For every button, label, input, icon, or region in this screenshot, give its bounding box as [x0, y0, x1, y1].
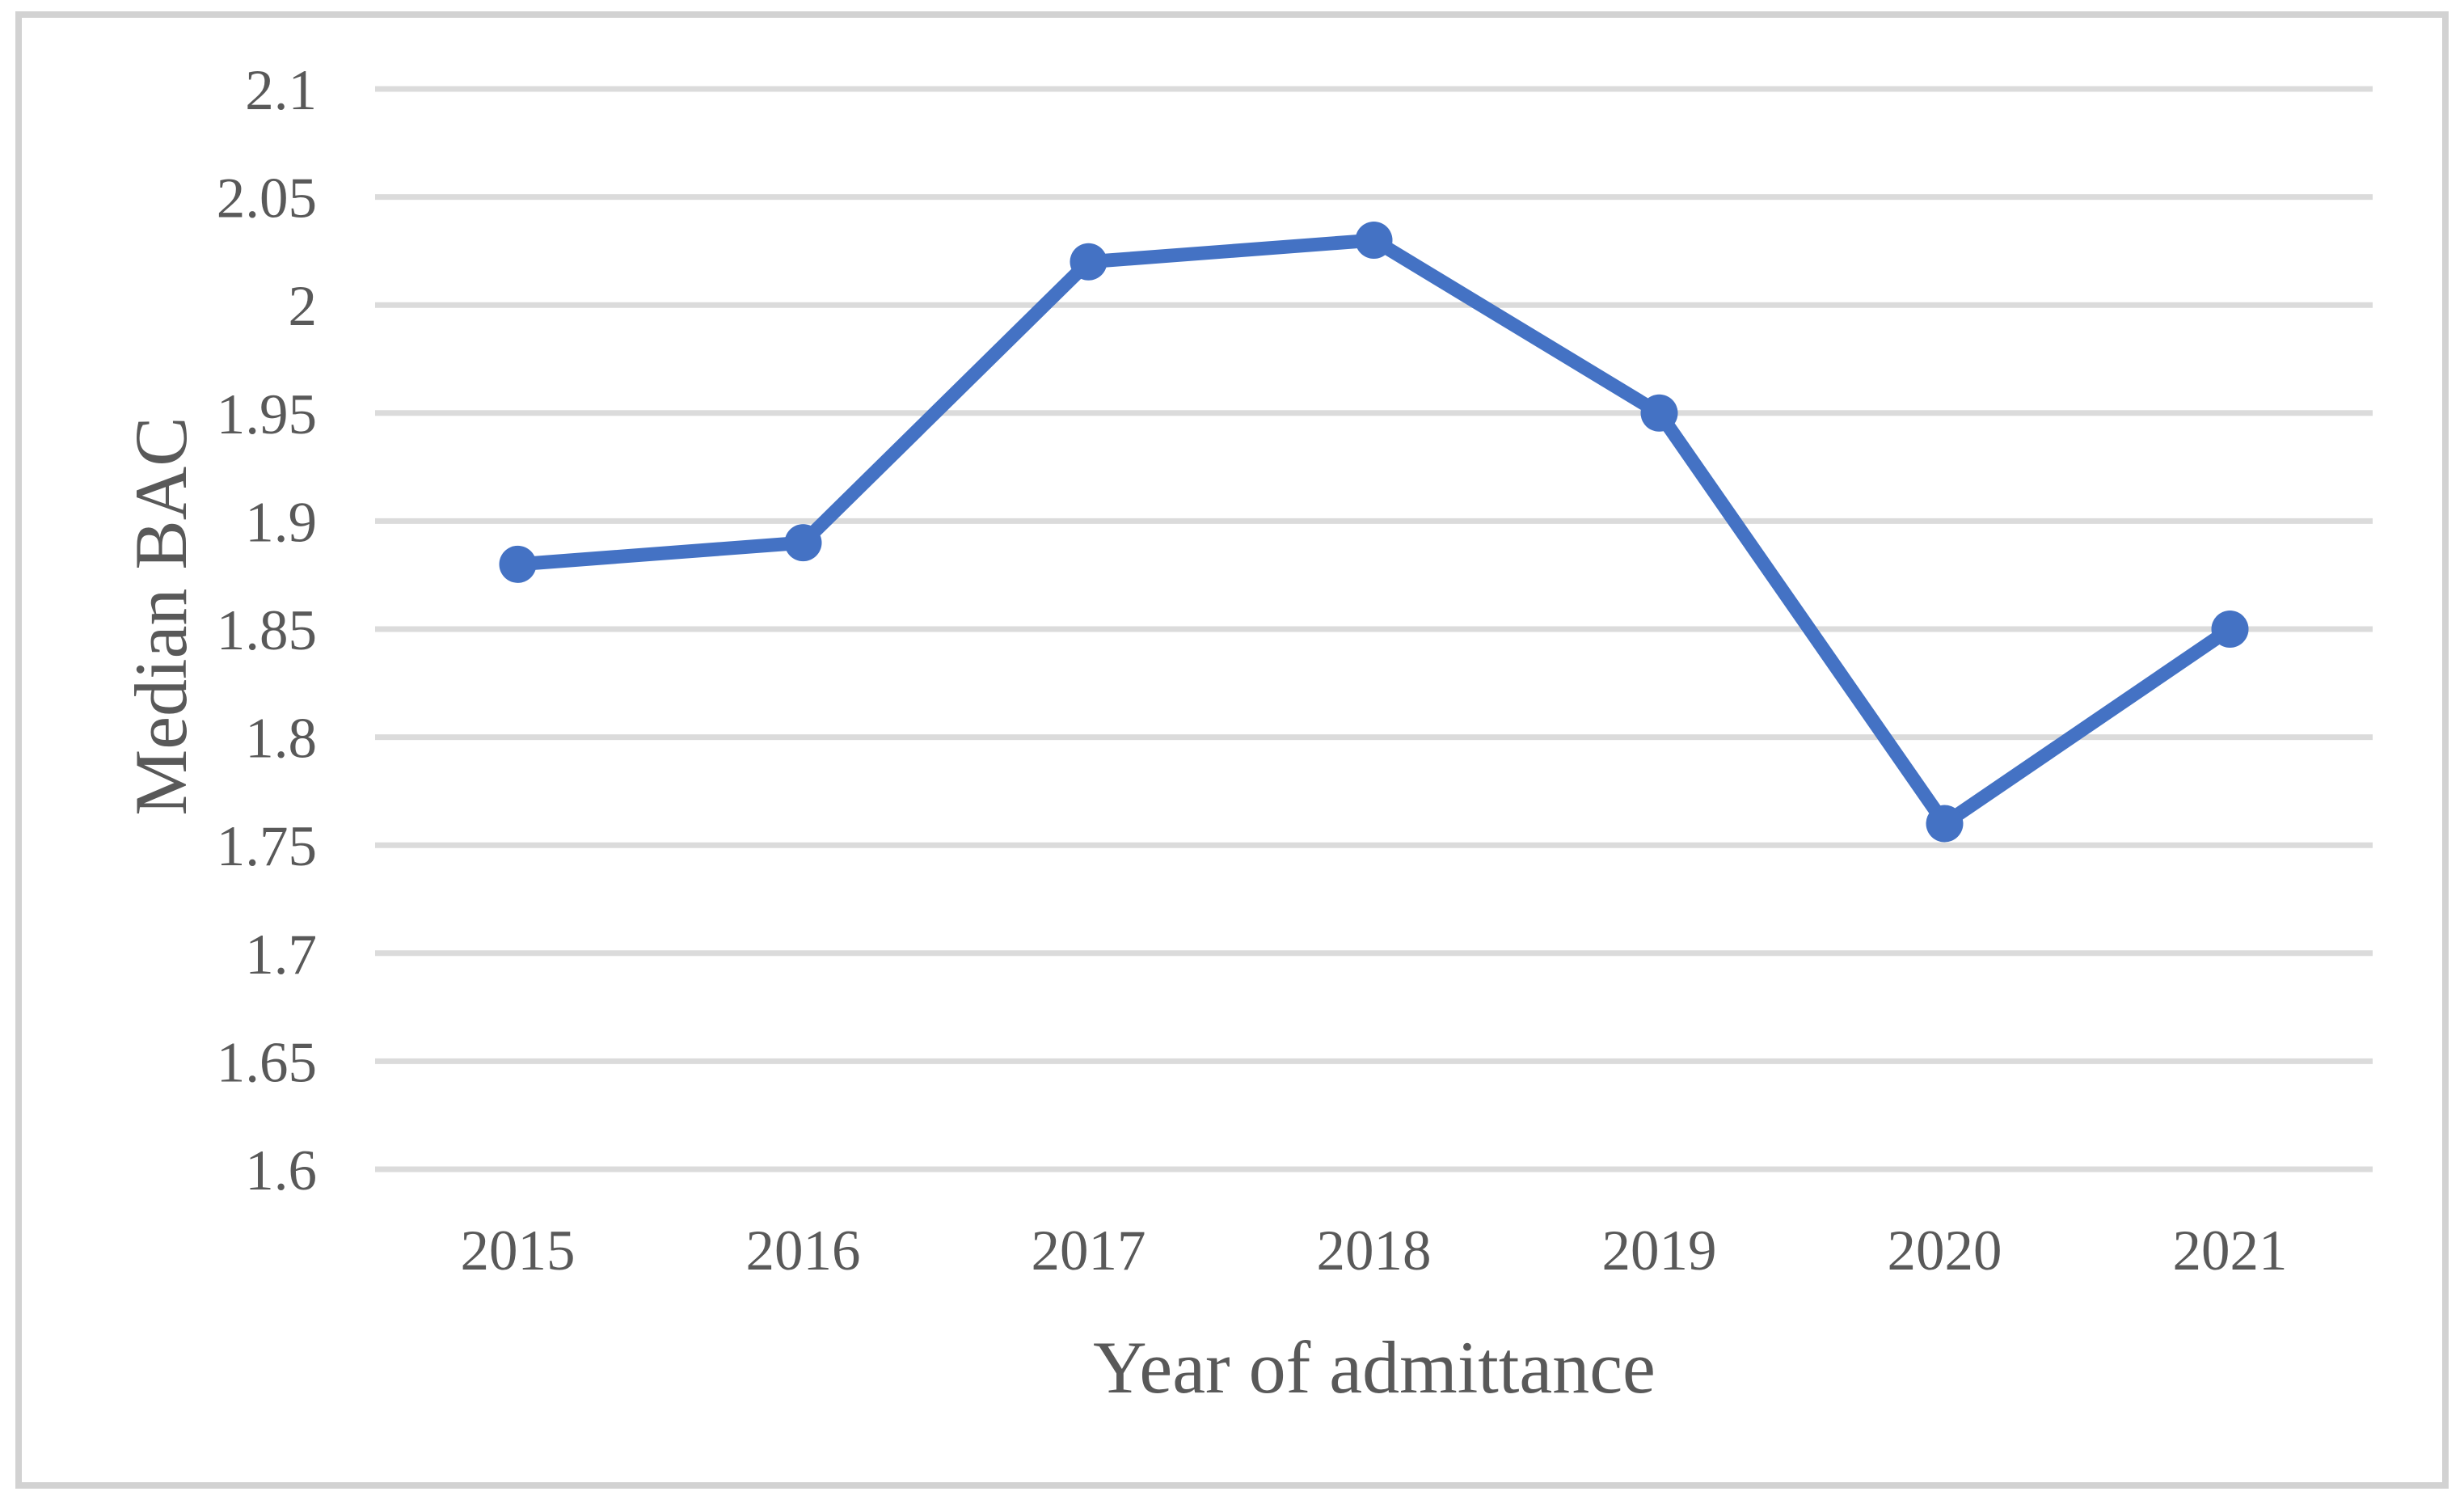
x-tick-label: 2021 — [2173, 1219, 2288, 1282]
x-tick-label: 2020 — [1888, 1219, 2002, 1282]
y-tick-label: 1.95 — [217, 383, 317, 446]
x-tick-label: 2017 — [1032, 1219, 1146, 1282]
data-point-marker — [499, 545, 537, 583]
y-tick-label: 2 — [289, 275, 318, 338]
series-median-bac — [499, 222, 2249, 843]
data-point-marker — [1355, 222, 1393, 260]
data-point-marker — [1640, 394, 1678, 432]
chart-frame-border — [15, 11, 2449, 1489]
data-point-marker — [784, 524, 822, 562]
x-axis-title: Year of admittance — [1093, 1326, 1656, 1409]
y-tick-label: 1.8 — [245, 708, 317, 771]
y-tick-label: 2.05 — [217, 167, 317, 230]
y-axis-tick-labels: 2.1 2.05 2 1.95 1.9 1.85 1.8 1.75 1.7 1.65 1.6 — [217, 59, 317, 1202]
y-tick-label: 1.75 — [217, 815, 317, 878]
y-tick-label: 1.6 — [245, 1139, 317, 1202]
y-tick-label: 1.65 — [217, 1031, 317, 1094]
data-point-marker — [1926, 805, 1964, 843]
x-tick-label: 2019 — [1602, 1219, 1717, 1282]
x-tick-label: 2016 — [746, 1219, 861, 1282]
x-axis-tick-labels: 2015 2016 2017 2018 2019 2020 2021 — [461, 1219, 2288, 1282]
data-point-marker — [1070, 243, 1108, 281]
y-tick-label: 2.1 — [245, 59, 317, 122]
y-tick-label: 1.85 — [217, 599, 317, 662]
y-axis-title: Median BAC — [120, 416, 202, 815]
gridlines — [375, 86, 2373, 1173]
x-tick-label: 2018 — [1317, 1219, 1432, 1282]
data-point-marker — [2211, 611, 2249, 648]
y-tick-label: 1.9 — [245, 491, 317, 554]
y-tick-label: 1.7 — [245, 923, 317, 987]
x-tick-label: 2015 — [461, 1219, 576, 1282]
